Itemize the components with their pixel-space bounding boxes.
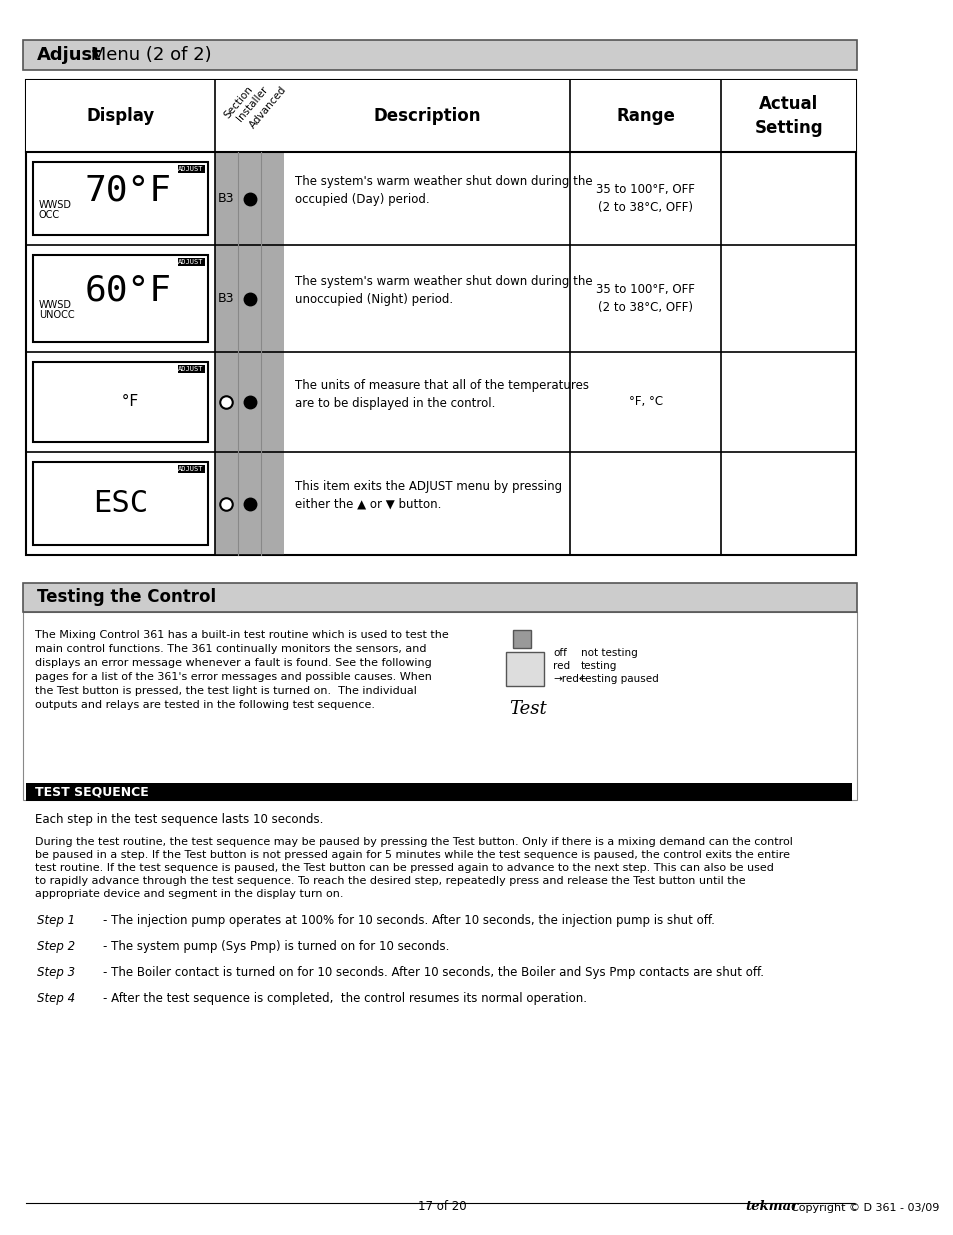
Text: - After the test sequence is completed,  the control resumes its normal operatio: - After the test sequence is completed, …: [103, 992, 587, 1005]
Bar: [26, 783, 851, 802]
Text: Advanced: Advanced: [248, 84, 289, 130]
Text: testing: testing: [580, 661, 617, 671]
Text: The units of measure that all of the temperatures
are to be displayed in the con: The units of measure that all of the tem…: [294, 378, 589, 410]
Text: B3: B3: [218, 191, 234, 205]
Bar: [33, 362, 208, 442]
Text: Testing the Control: Testing the Control: [37, 589, 215, 606]
Bar: [505, 652, 543, 685]
Text: Adjust: Adjust: [37, 46, 102, 64]
Text: be paused in a step. If the Test button is not pressed again for 5 minutes while: be paused in a step. If the Test button …: [35, 850, 789, 860]
Text: ADJUST: ADJUST: [178, 466, 204, 472]
Bar: [23, 613, 856, 800]
Text: Section: Section: [222, 84, 254, 120]
Text: ESC: ESC: [92, 489, 148, 517]
Text: the Test button is pressed, the test light is turned on.  The individual: the Test button is pressed, the test lig…: [35, 685, 416, 697]
Text: 35 to 100°F, OFF
(2 to 38°C, OFF): 35 to 100°F, OFF (2 to 38°C, OFF): [596, 283, 695, 314]
Bar: [23, 583, 856, 613]
Text: testing paused: testing paused: [580, 674, 659, 684]
Text: Display: Display: [86, 107, 154, 125]
Bar: [513, 630, 531, 648]
Text: Copyright © D 361 - 03/09: Copyright © D 361 - 03/09: [791, 1203, 939, 1213]
Text: ADJUST: ADJUST: [178, 165, 204, 172]
Bar: [33, 162, 208, 235]
Text: - The Boiler contact is turned on for 10 seconds. After 10 seconds, the Boiler a: - The Boiler contact is turned on for 10…: [103, 966, 763, 979]
Bar: [214, 152, 284, 555]
Text: displays an error message whenever a fault is found. See the following: displays an error message whenever a fau…: [35, 658, 432, 668]
Text: ADJUST: ADJUST: [178, 366, 204, 372]
Text: Step 3: Step 3: [37, 966, 75, 979]
Bar: [26, 80, 855, 555]
Text: The Mixing Control 361 has a built-in test routine which is used to test the: The Mixing Control 361 has a built-in te…: [35, 630, 448, 640]
Text: appropriate device and segment in the display turn on.: appropriate device and segment in the di…: [35, 889, 343, 899]
Text: not testing: not testing: [580, 648, 638, 658]
Bar: [33, 462, 208, 545]
Text: - The system pump (Sys Pmp) is turned on for 10 seconds.: - The system pump (Sys Pmp) is turned on…: [103, 940, 449, 953]
Text: During the test routine, the test sequence may be paused by pressing the Test bu: During the test routine, the test sequen…: [35, 837, 792, 847]
Text: pages for a list of the 361's error messages and possible causes. When: pages for a list of the 361's error mess…: [35, 672, 432, 682]
Text: Each step in the test sequence lasts 10 seconds.: Each step in the test sequence lasts 10 …: [35, 813, 323, 826]
Text: The system's warm weather shut down during the
occupied (Day) period.: The system's warm weather shut down duri…: [294, 175, 592, 206]
Bar: [23, 40, 856, 70]
Text: This item exits the ADJUST menu by pressing
either the ▲ or ▼ button.: This item exits the ADJUST menu by press…: [294, 480, 561, 511]
Text: °F: °F: [120, 394, 138, 410]
Text: 35 to 100°F, OFF
(2 to 38°C, OFF): 35 to 100°F, OFF (2 to 38°C, OFF): [596, 183, 695, 214]
Text: 17 of 20: 17 of 20: [418, 1200, 467, 1213]
Text: red: red: [553, 661, 570, 671]
Text: °F, °C: °F, °C: [628, 395, 662, 409]
Text: The system's warm weather shut down during the
unoccupied (Night) period.: The system's warm weather shut down duri…: [294, 275, 592, 306]
Text: to rapidly advance through the test sequence. To reach the desired step, repeate: to rapidly advance through the test sequ…: [35, 876, 745, 885]
Text: Actual
Setting: Actual Setting: [754, 95, 822, 137]
Text: →red←: →red←: [553, 674, 587, 684]
Text: 60°F: 60°F: [84, 273, 172, 308]
Text: Step 2: Step 2: [37, 940, 75, 953]
Text: test routine. If the test sequence is paused, the Test button can be pressed aga: test routine. If the test sequence is pa…: [35, 863, 773, 873]
Text: Description: Description: [373, 107, 480, 125]
Text: outputs and relays are tested in the following test sequence.: outputs and relays are tested in the fol…: [35, 700, 375, 710]
Text: B3: B3: [218, 291, 234, 305]
Text: ADJUST: ADJUST: [178, 259, 204, 266]
Text: main control functions. The 361 continually monitors the sensors, and: main control functions. The 361 continua…: [35, 643, 426, 655]
Text: OCC: OCC: [39, 210, 60, 221]
Text: 70°F: 70°F: [84, 173, 172, 207]
Text: Menu (2 of 2): Menu (2 of 2): [85, 46, 212, 64]
Text: Step 4: Step 4: [37, 992, 75, 1005]
Text: - The injection pump operates at 100% for 10 seconds. After 10 seconds, the inje: - The injection pump operates at 100% fo…: [103, 914, 715, 927]
Bar: [26, 80, 855, 152]
Text: off: off: [553, 648, 567, 658]
Text: UNOCC: UNOCC: [39, 310, 74, 321]
Bar: [33, 254, 208, 342]
Text: Installer: Installer: [235, 84, 270, 124]
Text: Range: Range: [616, 107, 675, 125]
Text: TEST SEQUENCE: TEST SEQUENCE: [35, 785, 149, 799]
Text: WWSD: WWSD: [39, 200, 71, 210]
Text: WWSD: WWSD: [39, 300, 71, 310]
Text: Step 1: Step 1: [37, 914, 75, 927]
Text: Test: Test: [509, 700, 546, 718]
Text: tekmar: tekmar: [744, 1200, 798, 1213]
